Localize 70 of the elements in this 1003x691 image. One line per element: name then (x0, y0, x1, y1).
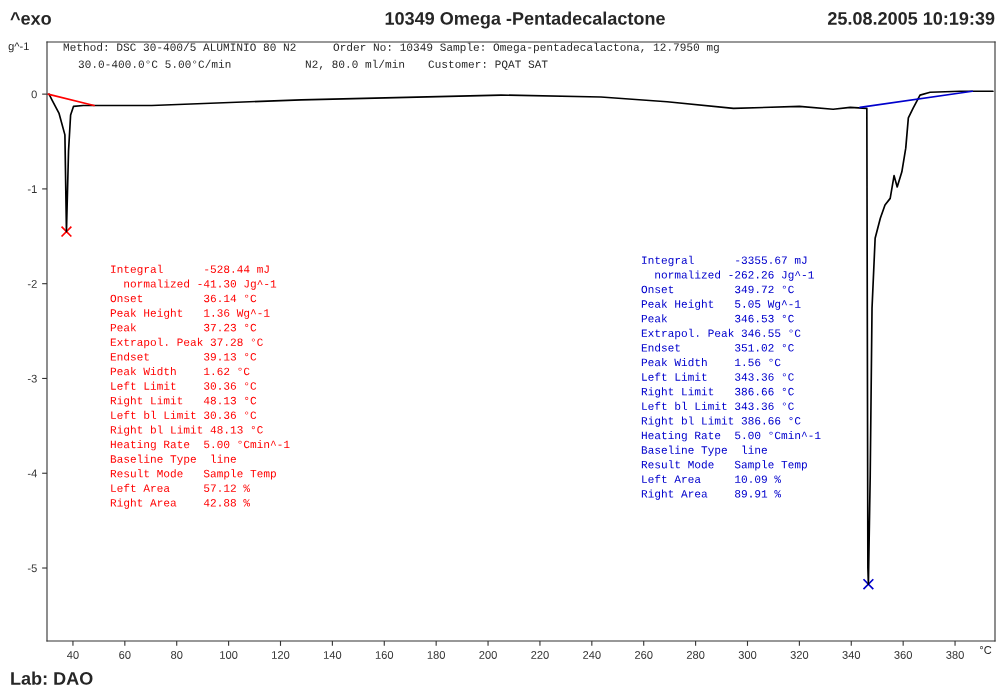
text: ^exo (10, 12, 51, 25)
y-tick-label: -1 (27, 185, 37, 193)
x-tick-label: 340 (842, 651, 861, 659)
line-series (48, 90, 994, 585)
x-axis-title: °C (979, 646, 992, 654)
annotation: Result Mode Sample Temp (110, 469, 276, 480)
x-tick-label: 380 (946, 651, 964, 659)
annotation: Onset 36.14 °C (110, 294, 257, 303)
annotation: Endset 351.02 °C (641, 343, 794, 352)
annotation: Peak 37.23 °C (110, 323, 257, 332)
x-tick-label: 160 (375, 651, 394, 659)
x-tick-label: 220 (531, 651, 549, 659)
annotation: Endset 39.13 °C (110, 352, 257, 361)
annotation: Right Limit 386.66 °C (641, 387, 794, 398)
annotation: Method: DSC 30-400/5 ALUMINIO 80 N2 (63, 42, 296, 52)
annotation: Peak 346.53 °C (641, 314, 794, 323)
annotation: Result Mode Sample Temp (641, 460, 807, 471)
x-tick-label: 180 (427, 651, 445, 659)
annotation: Peak Height 5.05 Wg^-1 (641, 299, 801, 310)
y-axis-title: g^-1 (8, 42, 29, 53)
annotation: N2, 80.0 ml/min (305, 59, 405, 70)
annotation: Baseline Type line (641, 445, 767, 456)
annotation: Left Limit 343.36 °C (642, 372, 794, 381)
y-tick-label: 0 (31, 90, 37, 99)
y-tick-label: -5 (27, 564, 37, 573)
text: Lab: DAO (11, 671, 93, 685)
x-tick-label: 200 (479, 651, 497, 659)
annotation: Left bl Limit 343.36 °C (642, 401, 794, 410)
annotation: Extrapol. Peak 346.55 °C (641, 328, 801, 340)
chart-title: 10349 Omega -Pentadecalactone (385, 11, 665, 29)
annotation: Left Area 10.09 % (642, 474, 782, 483)
annotation: Right Area 89.91 % (641, 489, 782, 500)
annotation: Right Limit 48.13 °C (110, 396, 257, 407)
annotation: Customer: PQAT SAT (428, 60, 548, 70)
x-tick-label: 240 (583, 651, 601, 659)
x-tick-label: 260 (635, 651, 653, 659)
annotation: Extrapol. Peak 37.28 °C (110, 337, 263, 349)
x-tick-label: 280 (686, 651, 705, 659)
x-tick-label: 40 (67, 651, 79, 659)
x-tick-label: 100 (220, 651, 238, 659)
annotation: Integral -3355.67 mJ (642, 255, 807, 267)
annotation: Heating Rate 5.00 °Cmin^-1 (110, 440, 290, 451)
annotation: Left Area 57.12 % (111, 483, 251, 492)
annotation: 30.0-400.0°C 5.00°C/min (78, 59, 231, 68)
x-tick-label: 300 (738, 651, 757, 659)
annotation: normalized -41.30 Jg^-1 (124, 279, 277, 290)
annotation: Integral -528.44 mJ (111, 264, 269, 276)
y-tick-label: -2 (27, 279, 37, 288)
x-tick-label: 140 (323, 651, 342, 659)
annotation: Right bl Limit 386.66 °C (641, 416, 801, 427)
text: 25.08.2005 10:19:39 (827, 12, 995, 25)
x-tick-label: 320 (790, 651, 809, 659)
annotation: Peak Width 1.62 °C (110, 367, 250, 376)
annotation: Heating Rate 5.00 °Cmin^-1 (641, 431, 821, 442)
annotation: Left Limit 30.36 °C (111, 381, 257, 390)
annotation: Peak Height 1.36 Wg^-1 (110, 308, 270, 319)
y-tick-label: -3 (27, 374, 37, 383)
annotation: Baseline Type line (110, 454, 236, 465)
y-tick-label: -4 (27, 469, 37, 478)
annotation: Right Area 42.88 % (110, 498, 251, 509)
annotation: Right bl Limit 48.13 °C (110, 425, 263, 436)
x-tick-label: 60 (119, 651, 131, 659)
annotation: Peak Width 1.56 °C (641, 358, 781, 367)
x-tick-label: 80 (171, 651, 183, 659)
annotation: Order No: 10349 Sample: Omega-pentadecalactona, 12.7950 mg (333, 42, 719, 54)
x-tick-label: 120 (272, 651, 290, 659)
annotation: normalized -262.26 Jg^-1 (655, 270, 814, 281)
annotation: Onset 349.72 °C (641, 285, 794, 294)
x-tick-label: 360 (894, 651, 912, 659)
annotation: Left bl Limit 30.36 °C (111, 410, 257, 419)
